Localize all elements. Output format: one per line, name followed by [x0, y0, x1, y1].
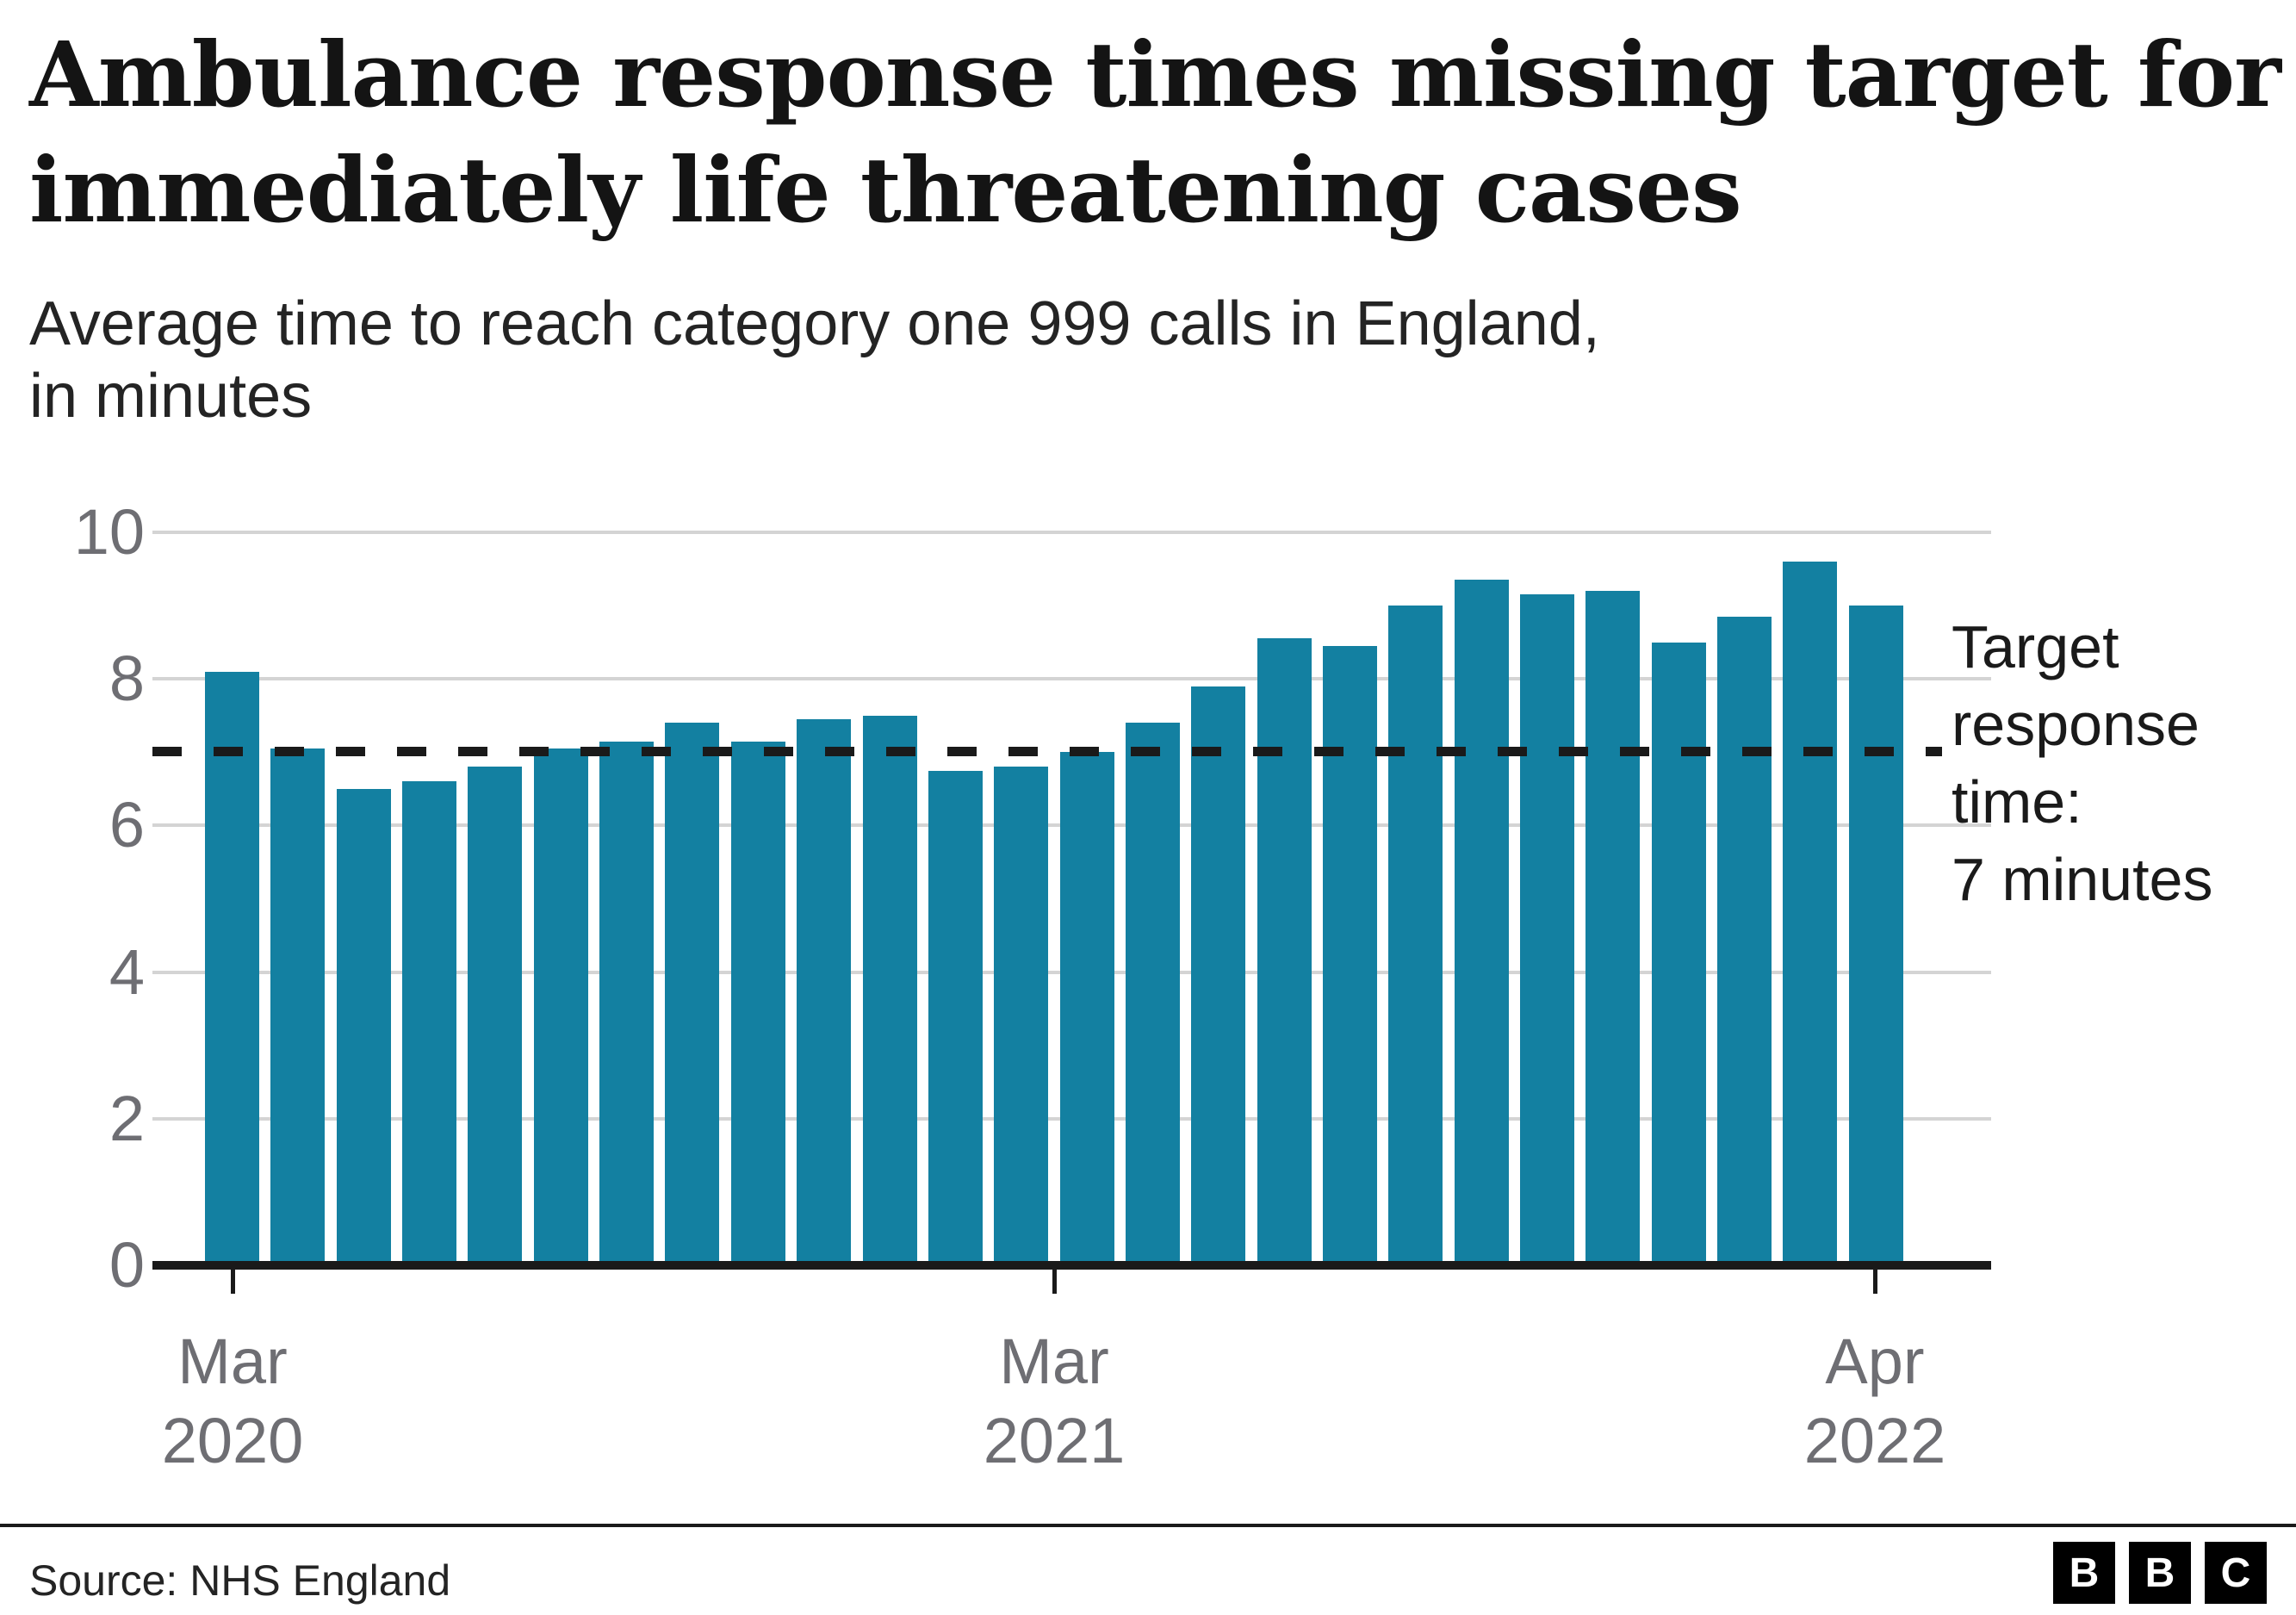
x-axis-line — [152, 1261, 1991, 1270]
bar-mar-2021 — [994, 767, 1049, 1265]
footer-separator — [0, 1524, 2296, 1527]
bar-jan-2021 — [862, 715, 917, 1265]
x-tick-apr-2022 — [1873, 1270, 1877, 1294]
target-annotation-line1: Target — [1952, 613, 2119, 680]
bar-aug-2020 — [533, 748, 588, 1265]
bar-jun-2021 — [1191, 686, 1246, 1265]
bar-may-2021 — [1125, 723, 1180, 1265]
target-annotation: Target response time: 7 minutes — [1952, 608, 2293, 918]
target-annotation-line2: response — [1952, 691, 2200, 758]
bar-mar-2022 — [1783, 562, 1838, 1265]
bar-jul-2021 — [1257, 638, 1312, 1265]
bar-sep-2020 — [599, 741, 655, 1265]
y-tick-label-6: 6 — [109, 789, 145, 861]
x-tick-mar-2020 — [231, 1270, 235, 1294]
target-dashed-line — [152, 747, 1942, 756]
bbc-logo-letter: B — [2129, 1542, 2191, 1604]
chart-subtitle-line2: in minutes — [29, 362, 313, 431]
source-text: Source: NHS England — [29, 1556, 451, 1605]
bar-apr-2022 — [1848, 606, 1903, 1265]
bar-sep-2021 — [1388, 606, 1443, 1265]
chart-subtitle: Average time to reach category one 999 c… — [29, 288, 1600, 432]
bbc-logo: B B C — [2053, 1542, 2267, 1604]
x-tick-label-apr-2022: Apr 2022 — [1803, 1326, 1946, 1476]
bar-jul-2020 — [468, 767, 523, 1265]
target-annotation-line3: time: — [1952, 768, 2082, 835]
chart-title-line2: immediately life threatening cases — [29, 137, 1742, 243]
y-tick-label-10: 10 — [73, 496, 145, 568]
bar-oct-2020 — [665, 723, 720, 1265]
bar-apr-2020 — [270, 748, 326, 1265]
bar-feb-2021 — [928, 770, 983, 1265]
chart-title-line1: Ambulance response times missing target … — [29, 22, 2281, 127]
y-tick-label-4: 4 — [109, 935, 145, 1008]
bar-feb-2022 — [1717, 616, 1772, 1265]
bar-oct-2021 — [1454, 580, 1509, 1265]
plot-area — [152, 531, 1991, 1294]
bbc-logo-letter: B — [2053, 1542, 2115, 1604]
bar-aug-2021 — [1322, 645, 1377, 1265]
gridline-10 — [152, 531, 1991, 534]
bar-nov-2021 — [1520, 594, 1574, 1265]
bar-mar-2020 — [205, 671, 259, 1265]
x-tick-label-mar-2020: Mar 2020 — [161, 1326, 304, 1476]
bar-dec-2021 — [1585, 591, 1641, 1265]
chart-subtitle-line1: Average time to reach category one 999 c… — [29, 289, 1600, 358]
bar-may-2020 — [336, 788, 391, 1265]
bar-apr-2021 — [1059, 752, 1114, 1265]
x-tick-label-mar-2021: Mar 2021 — [983, 1326, 1126, 1476]
bar-dec-2020 — [797, 719, 852, 1265]
target-annotation-line4: 7 minutes — [1952, 846, 2213, 913]
bar-jun-2020 — [402, 781, 457, 1265]
y-tick-label-0: 0 — [109, 1229, 145, 1301]
chart-title: Ambulance response times missing target … — [29, 17, 2281, 248]
y-tick-label-8: 8 — [109, 643, 145, 715]
gridline-8 — [152, 677, 1991, 681]
bbc-logo-letter: C — [2205, 1542, 2267, 1604]
x-tick-mar-2021 — [1052, 1270, 1057, 1294]
bar-nov-2020 — [730, 741, 785, 1265]
bar-jan-2022 — [1651, 642, 1706, 1265]
y-tick-label-2: 2 — [109, 1082, 145, 1154]
